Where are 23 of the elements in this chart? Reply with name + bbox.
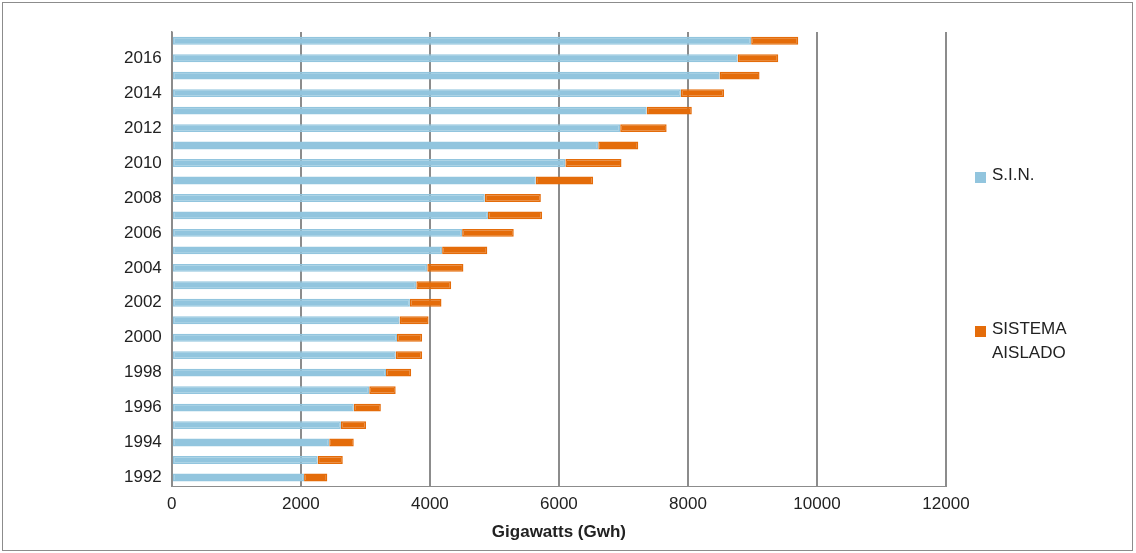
x-tick-label: 4000 <box>410 494 449 514</box>
y-tick-label: 1996 <box>123 397 162 417</box>
y-tick-label: 2000 <box>123 327 162 347</box>
legend-label: SISTEMA AISLADO <box>992 318 1068 364</box>
y-tick-label: 2008 <box>123 187 162 207</box>
x-tick-label: 2000 <box>281 494 320 514</box>
x-tick-label: 8000 <box>669 494 707 514</box>
y-tick-label: 1994 <box>123 432 162 452</box>
x-tick-label: 6000 <box>540 494 578 514</box>
x-tick-label: 12000 <box>922 494 970 514</box>
y-tick-label: 2016 <box>123 47 162 67</box>
x-axis-title: Gigawatts (Gwh) <box>491 522 626 542</box>
y-tick-label: 2014 <box>123 82 162 102</box>
legend-label: S.I.N. <box>992 164 1036 186</box>
y-tick-label: 2004 <box>123 257 162 277</box>
x-tick-label: 10000 <box>793 494 841 514</box>
y-tick-label: 2012 <box>123 117 162 137</box>
y-tick-label: 2002 <box>123 292 162 312</box>
y-tick-label: 1992 <box>123 467 162 487</box>
y-tick-label: 2006 <box>123 222 162 242</box>
y-tick-label: 2010 <box>123 152 162 172</box>
y-tick-label: 1998 <box>123 362 162 382</box>
x-tick-label: 0 <box>167 494 177 514</box>
